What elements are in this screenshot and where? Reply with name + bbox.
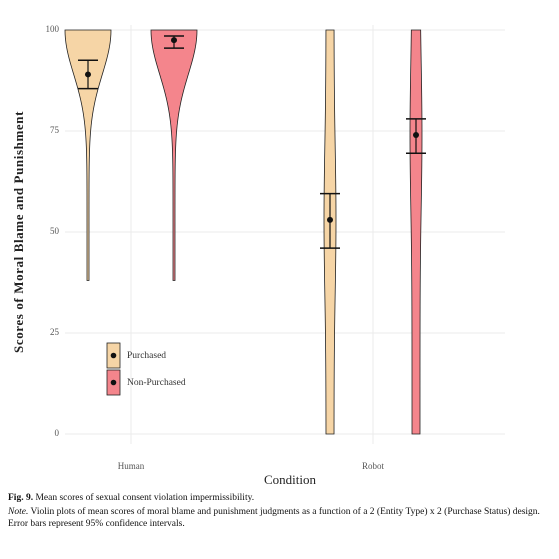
mean-point xyxy=(171,37,177,44)
y-tick-label: 100 xyxy=(46,24,60,34)
legend-dot xyxy=(110,352,117,359)
violin xyxy=(64,29,112,281)
violin xyxy=(150,29,198,281)
y-axis-label: Scores of Moral Blame and Punishment xyxy=(11,111,26,353)
y-tick-label: 75 xyxy=(50,125,60,135)
chart: Scores of Moral Blame and Punishment Con… xyxy=(11,24,505,487)
legend-label: Purchased xyxy=(127,351,166,361)
caption-text: Mean scores of sexual consent violation … xyxy=(35,493,255,503)
x-axis-label: Condition xyxy=(264,472,317,487)
caption-label: Fig. 9. xyxy=(8,493,34,503)
x-tick-label: Human xyxy=(118,461,145,471)
mean-point xyxy=(327,216,333,223)
legend-label: Non-Purchased xyxy=(127,378,186,388)
caption-note: Note. Violin plots of mean scores of mor… xyxy=(8,506,553,530)
mean-point xyxy=(413,132,419,139)
y-tick-label: 25 xyxy=(50,327,60,337)
y-tick-label: 50 xyxy=(50,226,60,236)
mean-point xyxy=(85,71,91,78)
legend-dot xyxy=(110,379,117,386)
caption-title: Fig. 9. Mean scores of sexual consent vi… xyxy=(8,492,553,504)
note-label: Note. xyxy=(8,507,29,517)
violin xyxy=(409,29,423,435)
y-tick-label: 0 xyxy=(55,428,60,438)
x-tick-label: Robot xyxy=(362,461,385,471)
note-text: Violin plots of mean scores of moral bla… xyxy=(8,507,540,529)
